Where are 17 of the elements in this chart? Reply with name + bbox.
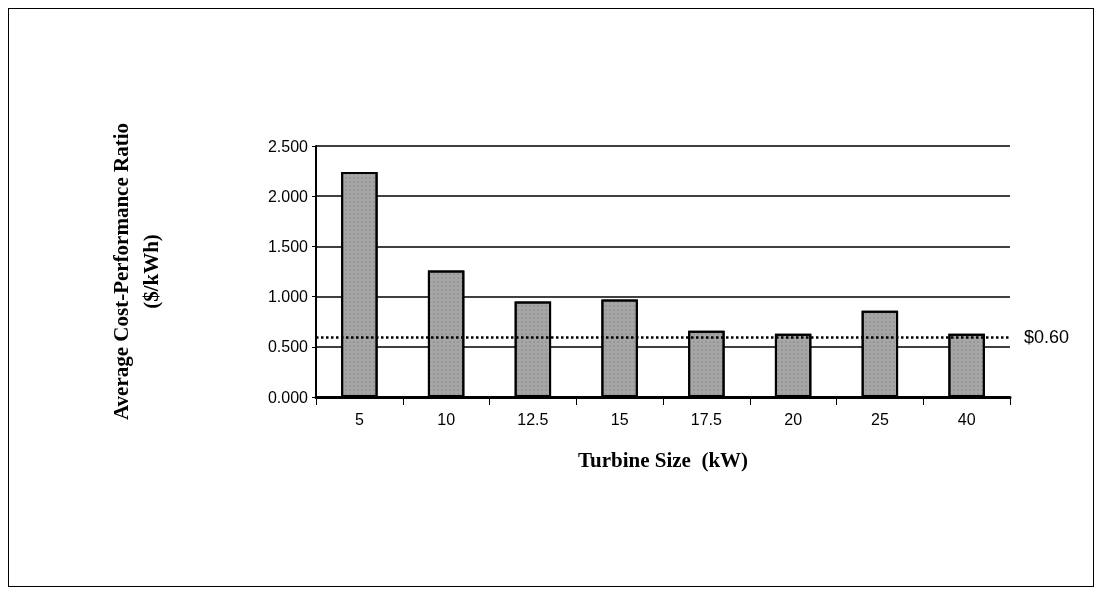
y-tick-label: 2.500 bbox=[267, 137, 309, 155]
x-tick-label: 17.5 bbox=[690, 410, 723, 428]
y-tick-label: 2.000 bbox=[267, 187, 309, 205]
x-axis-title: Turbine Size (kW) bbox=[577, 447, 749, 472]
x-tick-label: 12.5 bbox=[517, 410, 549, 428]
ref-line-label: $0.60 bbox=[1024, 326, 1070, 347]
x-tick-label: 20 bbox=[784, 410, 803, 428]
x-tick-label: 40 bbox=[957, 410, 976, 428]
x-tick-label: 25 bbox=[870, 410, 889, 428]
y-tick-label: 1.000 bbox=[267, 288, 309, 306]
y-tick-label: 0.500 bbox=[267, 338, 309, 356]
y-tick-label: 0.000 bbox=[267, 388, 309, 406]
x-tick-label: 15 bbox=[610, 410, 629, 428]
x-tick-label: 5 bbox=[354, 410, 364, 428]
y-tick-label: 1.500 bbox=[267, 237, 309, 255]
y-axis-title: Average Cost-Performance Ratio ($/kWh) bbox=[109, 123, 163, 420]
x-tick-label: 10 bbox=[437, 410, 456, 428]
